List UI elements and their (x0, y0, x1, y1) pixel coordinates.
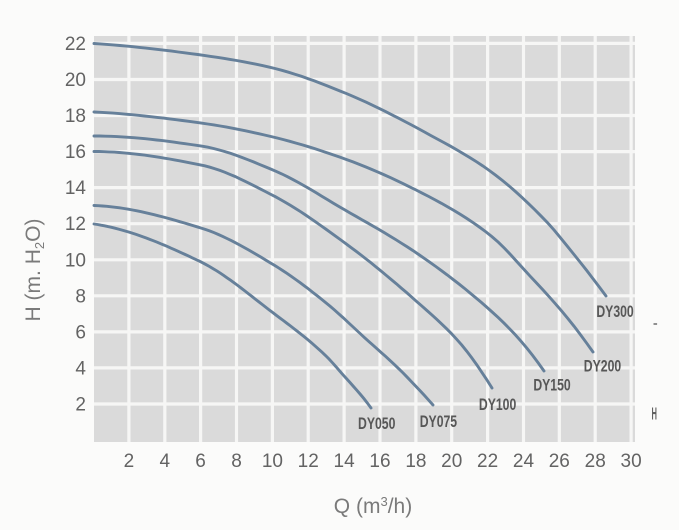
svg-text:DY075: DY075 (420, 413, 457, 431)
svg-text:2: 2 (124, 451, 135, 472)
svg-text:DY100: DY100 (479, 396, 516, 414)
svg-text:Q (m3/h): Q (m3/h) (334, 494, 412, 519)
svg-text:DY300: DY300 (596, 303, 633, 321)
svg-text:6: 6 (75, 322, 86, 343)
svg-text:8: 8 (231, 451, 242, 472)
svg-text:10: 10 (262, 451, 283, 472)
svg-text:8: 8 (75, 286, 86, 307)
svg-text:DY050: DY050 (358, 415, 395, 433)
svg-text:DY150: DY150 (533, 377, 570, 395)
svg-text:22: 22 (65, 34, 86, 55)
svg-text:12: 12 (65, 214, 86, 235)
svg-text:4: 4 (75, 358, 86, 379)
svg-text:26: 26 (549, 451, 570, 472)
svg-text:18: 18 (405, 451, 426, 472)
svg-text:10: 10 (65, 250, 86, 271)
svg-text:24: 24 (513, 451, 535, 472)
svg-text:20: 20 (65, 70, 86, 91)
svg-text:16: 16 (369, 451, 390, 472)
svg-text:14: 14 (65, 178, 87, 199)
svg-text:30: 30 (621, 451, 642, 472)
svg-text:H (m. H2O): H (m. H2O) (22, 219, 47, 322)
svg-text:14: 14 (334, 451, 356, 472)
svg-text:6: 6 (195, 451, 206, 472)
svg-text:H: H (652, 404, 657, 424)
svg-text:4: 4 (160, 451, 171, 472)
svg-text:12: 12 (298, 451, 319, 472)
svg-text:28: 28 (585, 451, 606, 472)
svg-text:16: 16 (65, 142, 86, 163)
svg-text:20: 20 (441, 451, 462, 472)
svg-text:22: 22 (477, 451, 498, 472)
svg-text:2: 2 (75, 395, 86, 416)
svg-text:DY200: DY200 (584, 358, 621, 376)
svg-text:18: 18 (65, 106, 86, 127)
